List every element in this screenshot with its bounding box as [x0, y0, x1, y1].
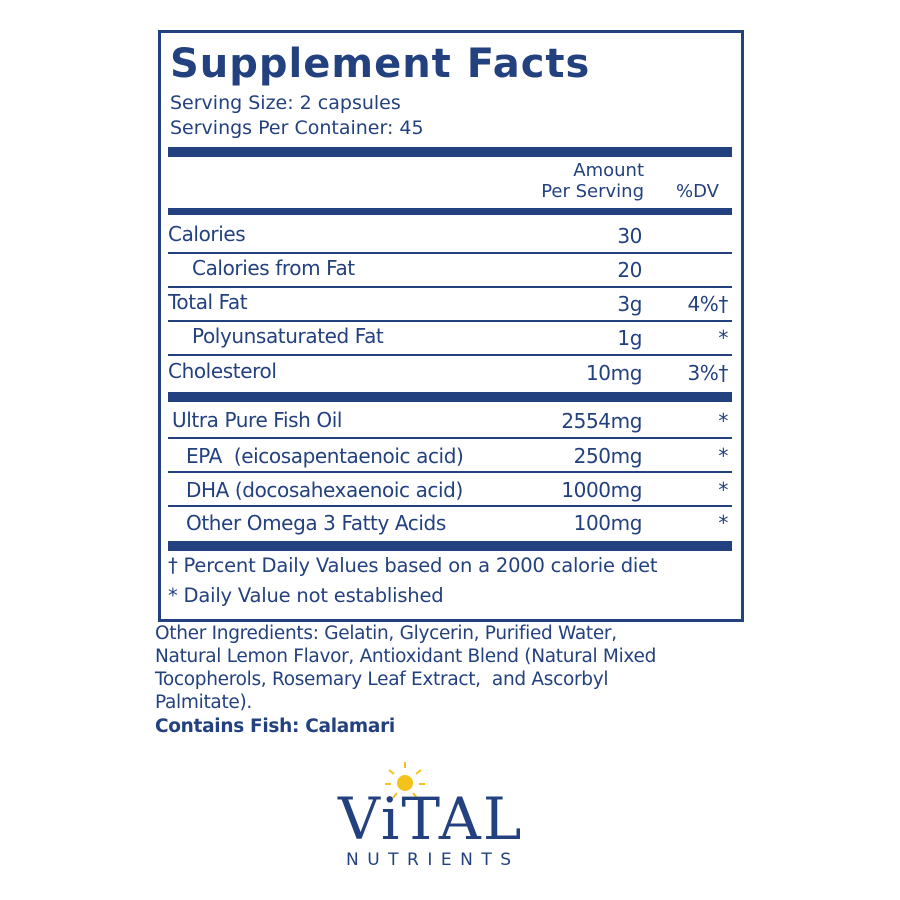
ingredient-amount: 250mg — [573, 444, 643, 468]
row-rule — [168, 354, 732, 356]
nutrient-dv: * — [718, 326, 728, 350]
contains: Contains Fish: Calamari — [155, 716, 395, 737]
nutrient-name: Total Fat — [168, 290, 248, 314]
ingredient-name: Ultra Pure Fish Oil — [172, 408, 343, 432]
logo-sun — [385, 762, 425, 799]
nutrient-amount: 3g — [617, 292, 642, 316]
ingredient-amount: 1000mg — [561, 478, 642, 502]
nutrient-name: Cholesterol — [168, 359, 277, 383]
ingredient-amount: 100mg — [573, 511, 643, 535]
row-rule — [168, 320, 732, 322]
other-ingredients: Natural Lemon Flavor, Antioxidant Blend … — [155, 646, 657, 667]
facts-box — [158, 30, 744, 622]
ingredient-name: DHA (docosahexaenoic acid) — [186, 478, 463, 502]
nutrient-amount: 30 — [617, 224, 642, 248]
row-rule — [168, 286, 732, 288]
thick-bar — [168, 541, 732, 551]
title: Supplement Facts — [170, 41, 591, 87]
serving-size: Serving Size: 2 capsules — [170, 92, 401, 114]
nutrient-name: Calories from Fat — [192, 256, 355, 280]
ingredient-name: Other Omega 3 Fatty Acids — [186, 511, 446, 535]
nutrient-name: Polyunsaturated Fat — [192, 324, 384, 348]
ingredient-dv: * — [718, 478, 728, 502]
nutrient-dv: 4%† — [687, 292, 728, 316]
nutrient-amount: 10mg — [585, 361, 642, 385]
thick-bar — [168, 208, 732, 215]
row-rule — [168, 252, 732, 254]
ingredient-amount: 2554mg — [561, 409, 642, 433]
footnote: * Daily Value not established — [168, 584, 444, 607]
thick-bar — [168, 392, 732, 402]
servings-per-container: Servings Per Container: 45 — [170, 117, 424, 139]
row-rule — [168, 505, 732, 507]
row-rule — [168, 437, 732, 439]
ingredient-name: EPA (eicosapentaenoic acid) — [186, 444, 464, 468]
nutrient-amount: 20 — [617, 258, 642, 282]
footnote: † Percent Daily Values based on a 2000 c… — [168, 554, 658, 577]
other-ingredients: Tocopherols, Rosemary Leaf Extract, and … — [155, 669, 609, 690]
ingredient-dv: * — [718, 511, 728, 535]
dv-header: %DV — [676, 181, 719, 202]
ingredient-dv: * — [718, 444, 728, 468]
other-ingredients: Palmitate). — [155, 692, 252, 713]
other-ingredients: Other Ingredients: Gelatin, Glycerin, Pu… — [155, 623, 617, 644]
amount-header: Amount — [573, 160, 644, 181]
nutrient-dv: 3%† — [687, 361, 728, 385]
thick-bar — [168, 147, 732, 157]
logo-tagline: NUTRIENTS — [346, 850, 520, 870]
nutrient-amount: 1g — [617, 326, 642, 350]
amount-header: Per Serving — [541, 181, 644, 202]
nutrient-name: Calories — [168, 222, 246, 246]
ingredient-dv: * — [718, 409, 728, 433]
row-rule — [168, 471, 732, 473]
logo-brand: ViTAL — [338, 785, 524, 853]
